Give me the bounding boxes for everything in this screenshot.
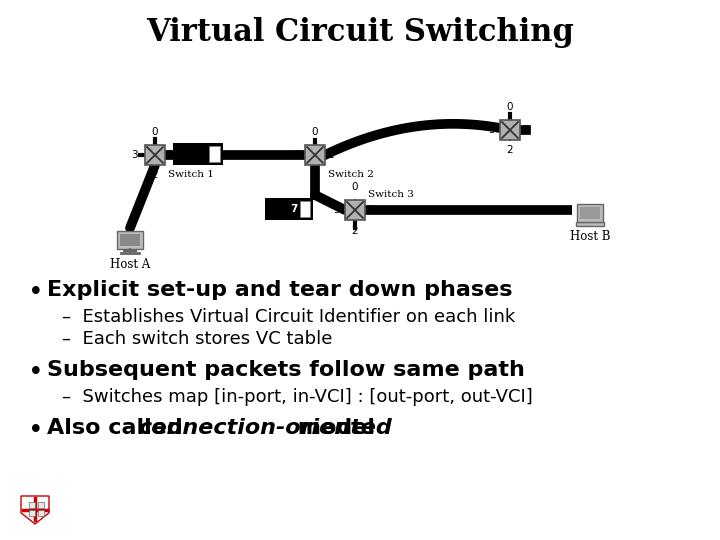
Text: 3: 3: [488, 125, 495, 135]
Bar: [576, 222, 604, 226]
Text: 1: 1: [368, 205, 374, 215]
Text: Host A: Host A: [110, 258, 150, 271]
Bar: [300, 201, 310, 217]
Bar: [209, 146, 220, 162]
Text: connection-oriented: connection-oriented: [138, 418, 392, 438]
Text: Also called: Also called: [47, 418, 191, 438]
Text: 2: 2: [312, 170, 318, 180]
Text: –  Switches map [in-port, in-VCI] : [out-port, out-VCI]: – Switches map [in-port, in-VCI] : [out-…: [62, 388, 533, 406]
Bar: [29, 510, 35, 516]
Bar: [29, 502, 35, 508]
Polygon shape: [21, 496, 49, 524]
Text: Subsequent packets follow same path: Subsequent packets follow same path: [47, 360, 525, 380]
Text: 0: 0: [352, 182, 359, 192]
Bar: [145, 145, 165, 165]
Bar: [580, 207, 600, 219]
Text: 2: 2: [507, 145, 513, 155]
Bar: [117, 231, 143, 249]
Text: 3: 3: [293, 150, 300, 160]
Text: Explicit set-up and tear down phases: Explicit set-up and tear down phases: [47, 280, 513, 300]
Bar: [173, 143, 223, 165]
Text: •: •: [28, 280, 44, 306]
Text: 2: 2: [351, 226, 359, 236]
Text: –  Establishes Virtual Circuit Identifier on each link: – Establishes Virtual Circuit Identifier…: [62, 308, 516, 326]
Text: 2: 2: [152, 170, 158, 180]
Bar: [38, 510, 44, 516]
Text: model: model: [290, 418, 375, 438]
Text: 3: 3: [131, 150, 138, 160]
Text: –  Each switch stores VC table: – Each switch stores VC table: [62, 330, 333, 348]
Text: 3: 3: [333, 205, 340, 215]
Text: 0: 0: [507, 102, 513, 112]
Bar: [120, 234, 140, 246]
Text: •: •: [28, 418, 44, 444]
Text: 0: 0: [312, 127, 318, 137]
Bar: [38, 502, 44, 508]
Text: Virtual Circuit Switching: Virtual Circuit Switching: [146, 17, 574, 48]
Text: 1: 1: [523, 125, 530, 135]
Bar: [500, 120, 520, 140]
Text: 1: 1: [168, 150, 175, 160]
Text: Switch 1: Switch 1: [168, 170, 214, 179]
Bar: [345, 200, 365, 220]
Bar: [305, 145, 325, 165]
Bar: [265, 198, 313, 220]
Bar: [577, 204, 603, 222]
Text: 7: 7: [290, 204, 297, 214]
Text: 0: 0: [152, 127, 158, 137]
Text: Switch 3: Switch 3: [368, 190, 414, 199]
Text: •: •: [28, 360, 44, 386]
Text: 1: 1: [328, 150, 335, 160]
Text: Host B: Host B: [570, 230, 611, 243]
Text: Switch 2: Switch 2: [328, 170, 374, 179]
